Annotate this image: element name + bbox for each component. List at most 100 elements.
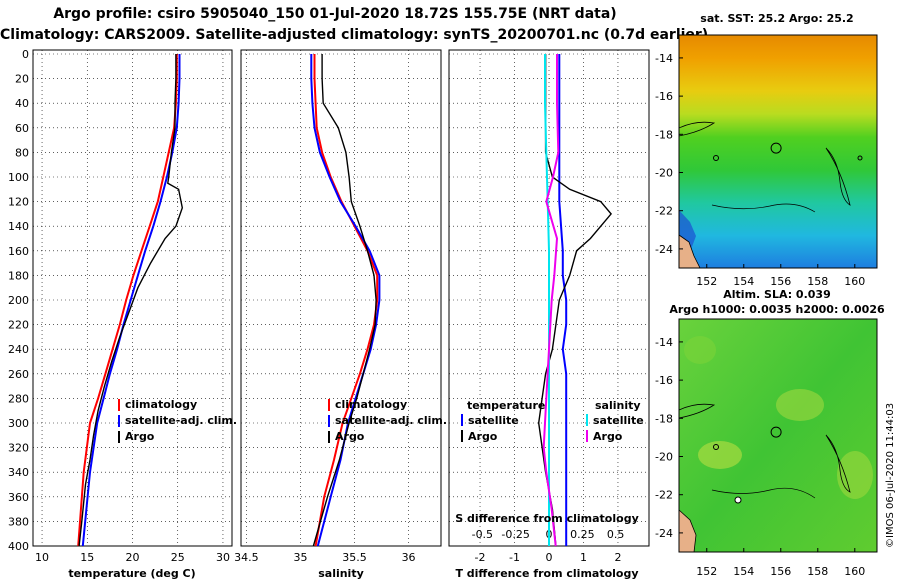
sst-field: [679, 35, 877, 268]
sst-map-frame: [678, 34, 878, 269]
depth-tick-label: 300: [8, 417, 29, 430]
reef-contour: [678, 121, 716, 137]
legend-label-temp-satellite: satellite: [468, 414, 519, 427]
map-latitude-label: -22: [655, 205, 673, 218]
series-line-argo: [312, 54, 377, 547]
depth-tick-label: 180: [8, 269, 29, 282]
map-latitude-label: -20: [655, 167, 673, 180]
map-longitude-label: 154: [733, 275, 754, 288]
sla-high-patch: [776, 389, 824, 421]
depth-tick-label: 120: [8, 196, 29, 209]
argo-float-marker: [770, 426, 782, 438]
sla-map: [678, 318, 878, 553]
x-tick-label: -2: [475, 551, 486, 564]
x-tick-label: 35.5: [342, 551, 367, 564]
difference-legend: temperature satellite Argo salinity sate…: [461, 399, 644, 443]
legend-label-argo: Argo: [335, 430, 365, 443]
island: [713, 155, 719, 161]
salinity-axis-title: salinity: [318, 567, 364, 580]
x-tick-label: 2: [614, 551, 621, 564]
s-difference-axis-title: S difference from climatology: [455, 512, 639, 525]
reef-contour: [825, 434, 851, 493]
sla-high-patch: [837, 451, 873, 499]
depth-tick-label: 260: [8, 368, 29, 381]
map-latitude-label: -18: [655, 412, 673, 425]
depth-tick-label: 240: [8, 343, 29, 356]
depth-tick-label: 140: [8, 220, 29, 233]
map-latitude-label: -22: [655, 489, 673, 502]
map-latitude-label: -24: [655, 243, 673, 256]
series-line-satellite-adj-clim-: [310, 54, 381, 547]
reef-contour: [825, 147, 851, 206]
x-tick-label: 20: [126, 551, 140, 564]
x-tick-label: 1: [580, 551, 587, 564]
t-difference-axis-title: T difference from climatology: [455, 567, 638, 580]
x-tick-label: 35: [293, 551, 307, 564]
depth-tick-label: 100: [8, 171, 29, 184]
sla-map-axis-labels: 152 154 156 158 160 -14 -16 -18 -20 -22 -24: [655, 336, 865, 578]
depth-tick-label: 40: [15, 97, 29, 110]
legend-title-salinity: salinity: [595, 399, 641, 412]
depth-tick-label: 160: [8, 245, 29, 258]
salinity-legend: climatology satellite-adj. clim. Argo: [328, 398, 447, 443]
series-line-climatology: [313, 54, 379, 547]
map-latitude-label: -18: [655, 128, 673, 141]
bathymetry-contour: [711, 487, 816, 499]
salinity-panel-frame: [240, 49, 442, 547]
sla-map-title: Altim. SLA: 0.039: [723, 288, 830, 301]
s-tick-label: -0.5: [472, 528, 493, 541]
x-tick-label: 36: [402, 551, 416, 564]
depth-tick-label: 340: [8, 466, 29, 479]
series-line-argo: [78, 54, 184, 547]
map-latitude-label: -16: [655, 90, 673, 103]
legend-label-sal-satellite: satellite: [593, 414, 644, 427]
depth-tick-label: 0: [22, 48, 29, 61]
x-tick-label: 25: [171, 551, 185, 564]
sst-map-axis-labels: 152 154 156 158 160 -14 -16 -18 -20 -22 -24: [655, 52, 865, 288]
map-longitude-label: 158: [807, 565, 828, 578]
map-longitude-label: 152: [696, 275, 717, 288]
sst-map-title: sat. SST: 25.2 Argo: 25.2: [700, 12, 853, 25]
figure-title-line-2: Climatology: CARS2009. Satellite-adjuste…: [0, 27, 709, 43]
x-tick-label: 34.5: [234, 551, 259, 564]
depth-tick-label: 320: [8, 442, 29, 455]
map-latitude-label: -16: [655, 374, 673, 387]
s-tick-label: -0.25: [501, 528, 529, 541]
legend-label-satellite: satellite-adj. clim.: [125, 414, 237, 427]
island: [713, 444, 719, 450]
map-longitude-label: 160: [844, 275, 865, 288]
legend-title-temperature: temperature: [467, 399, 545, 412]
sla-map-frame: [678, 318, 878, 553]
map-latitude-label: -14: [655, 336, 673, 349]
map-longitude-label: 158: [807, 275, 828, 288]
legend-label-argo: Argo: [125, 430, 155, 443]
copyright-credit: ©IMOS 06-Jul-2020 11:44:03: [885, 403, 896, 548]
depth-tick-label: 20: [15, 73, 29, 86]
map-longitude-label: 160: [844, 565, 865, 578]
legend-label-temp-argo: Argo: [468, 430, 498, 443]
x-tick-label: 10: [35, 551, 49, 564]
legend-label-climatology: climatology: [335, 398, 407, 411]
map-latitude-label: -24: [655, 527, 673, 540]
x-tick-label: 30: [216, 551, 230, 564]
series-line-salinity-satellite: [544, 54, 550, 546]
s-tick-label: 0.25: [570, 528, 595, 541]
depth-tick-label: 60: [15, 122, 29, 135]
map-longitude-label: 156: [770, 565, 791, 578]
legend-label-climatology: climatology: [125, 398, 197, 411]
depth-tick-label: 280: [8, 392, 29, 405]
map-latitude-label: -14: [655, 52, 673, 65]
argo-float-marker: [770, 142, 782, 154]
depth-tick-label: 220: [8, 319, 29, 332]
depth-tick-label: 400: [8, 540, 29, 553]
sla-map-subtitle: Argo h1000: 0.0035 h2000: 0.0026: [669, 303, 885, 316]
sla-high-patch: [698, 441, 742, 469]
temperature-legend: climatology satellite-adj. clim. Argo: [118, 398, 237, 443]
sla-high-patch: [684, 336, 716, 364]
x-tick-label: 0: [546, 551, 553, 564]
series-line-salinity-argo: [542, 54, 560, 547]
x-tick-label: -1: [509, 551, 520, 564]
series-layer: [77, 54, 613, 547]
map-longitude-label: 156: [770, 275, 791, 288]
